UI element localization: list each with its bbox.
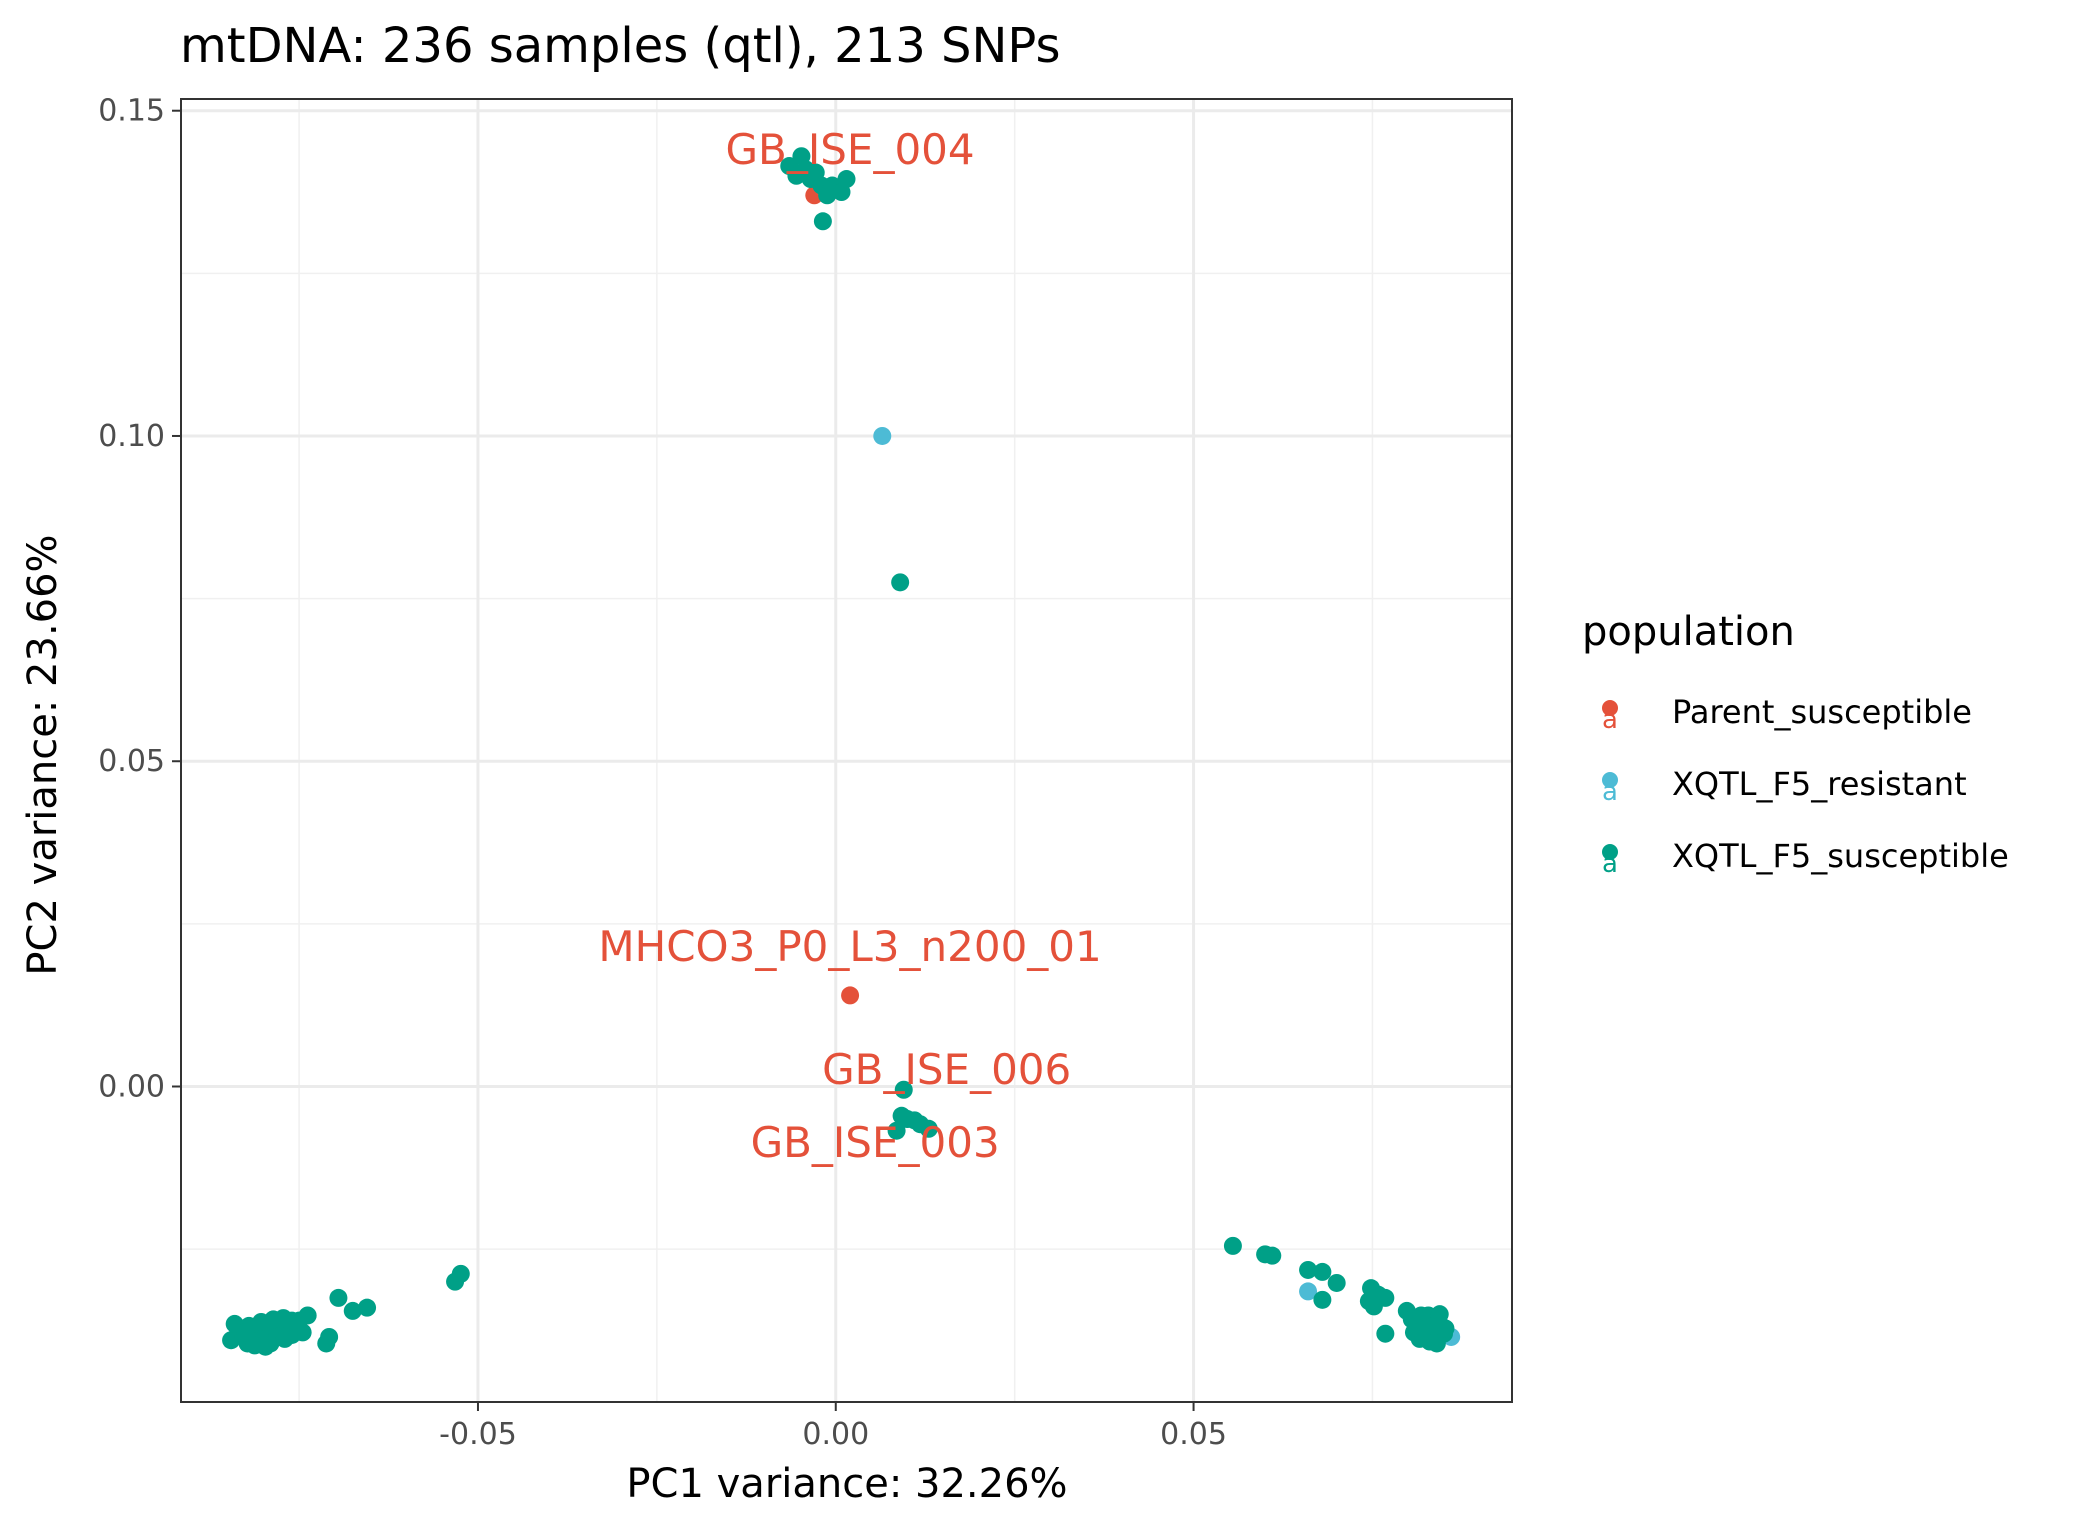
legend-key-glyph: a <box>1602 849 1618 879</box>
x-tick-label: -0.05 <box>439 1417 517 1452</box>
point-xqtl-f5-susceptible <box>837 170 856 189</box>
point-xqtl-f5-susceptible <box>1299 1260 1318 1279</box>
point-xqtl-f5-susceptible <box>358 1298 377 1317</box>
annotation-label: GB_ISE_003 <box>751 1118 1000 1167</box>
point-xqtl-f5-susceptible <box>298 1306 317 1325</box>
legend-key-xqtl-f5-resistant <box>1602 772 1618 788</box>
legend-label-xqtl-f5-susceptible: XQTL_F5_susceptible <box>1672 837 2009 875</box>
point-parent-susceptible <box>841 986 860 1005</box>
point-xqtl-f5-susceptible <box>451 1264 470 1283</box>
point-xqtl-f5-susceptible <box>293 1323 312 1342</box>
point-xqtl-f5-susceptible <box>1425 1316 1444 1335</box>
point-xqtl-f5-susceptible <box>1376 1324 1395 1343</box>
point-xqtl-f5-susceptible <box>282 1311 301 1330</box>
point-xqtl-f5-susceptible <box>236 1323 255 1342</box>
point-xqtl-f5-susceptible <box>1313 1262 1332 1281</box>
point-xqtl-f5-resistant <box>1299 1282 1318 1301</box>
point-annotations: GB_ISE_004 MHCO3_P0_L3_n200_01 GB_ISE_006 G… <box>598 125 1101 1167</box>
y-tick-label: 0.15 <box>98 94 165 129</box>
data-points <box>222 147 1461 1356</box>
point-xqtl-f5-susceptible <box>887 1121 906 1140</box>
point-xqtl-f5-susceptible <box>1263 1246 1282 1265</box>
y-tick-label: 0.05 <box>98 744 165 779</box>
point-xqtl-f5-susceptible <box>1313 1290 1332 1309</box>
legend-key-xqtl-f5-susceptible <box>1602 844 1618 860</box>
point-xqtl-f5-susceptible <box>919 1119 938 1138</box>
legend-key-glyph: a <box>1602 705 1618 735</box>
point-xqtl-f5-susceptible <box>1409 1319 1428 1338</box>
y-axis-ticks: 0.00 0.05 0.10 0.15 <box>98 94 181 1104</box>
x-tick-label: 0.00 <box>802 1417 869 1452</box>
y-axis-title: PC2 variance: 23.66% <box>20 534 66 975</box>
x-axis-title: PC1 variance: 32.26% <box>626 1461 1067 1507</box>
annotation-label: GB_ISE_004 <box>726 125 975 174</box>
point-xqtl-f5-resistant <box>873 426 892 445</box>
point-xqtl-f5-susceptible <box>891 573 910 592</box>
point-xqtl-f5-susceptible <box>329 1288 348 1307</box>
point-xqtl-f5-susceptible <box>894 1080 913 1099</box>
y-tick-label: 0.10 <box>98 419 165 454</box>
point-xqtl-f5-susceptible <box>1327 1273 1346 1292</box>
x-tick-label: 0.05 <box>1160 1417 1227 1452</box>
gridlines <box>181 99 1512 1402</box>
x-axis-ticks: -0.05 0.00 0.05 <box>439 1402 1227 1452</box>
chart-title: mtDNA: 236 samples (qtl), 213 SNPs <box>180 18 1060 74</box>
legend-title: population <box>1582 609 1795 655</box>
plot-panel-border <box>180 98 1513 1403</box>
legend-key-glyph: a <box>1602 777 1618 807</box>
legend-label-parent-susceptible: Parent_susceptible <box>1672 693 1972 731</box>
point-xqtl-f5-susceptible <box>1223 1236 1242 1255</box>
annotation-label: GB_ISE_006 <box>822 1045 1071 1094</box>
point-xqtl-f5-susceptible <box>1364 1297 1383 1316</box>
legend-label-xqtl-f5-resistant: XQTL_F5_resistant <box>1672 765 1967 803</box>
annotation-label: MHCO3_P0_L3_n200_01 <box>598 922 1101 971</box>
point-xqtl-f5-susceptible <box>813 212 832 231</box>
point-xqtl-f5-susceptible <box>343 1301 362 1320</box>
y-tick-label: 0.00 <box>98 1069 165 1104</box>
legend-key-parent-susceptible <box>1602 700 1618 716</box>
point-xqtl-f5-susceptible <box>320 1327 339 1346</box>
point-xqtl-f5-susceptible <box>256 1337 275 1356</box>
